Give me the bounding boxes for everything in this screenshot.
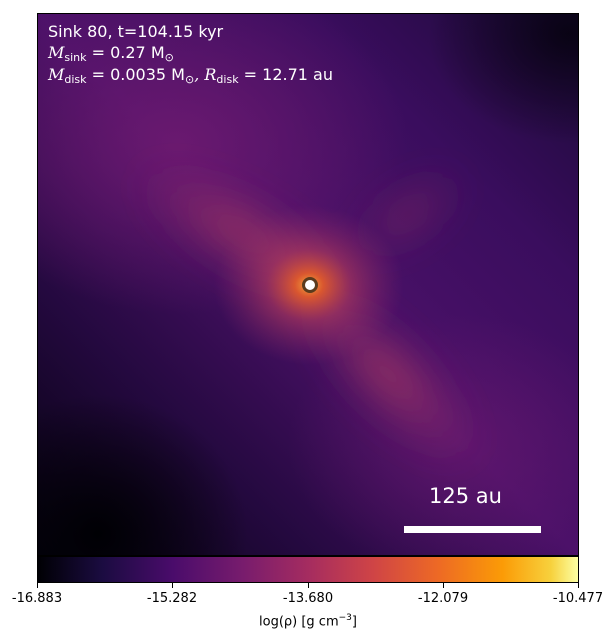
sink-marker bbox=[302, 277, 318, 293]
sink-title: Sink 80, t=104.15 kyr bbox=[48, 22, 224, 41]
colorbar-tick bbox=[308, 583, 309, 588]
colorbar-tick bbox=[443, 583, 444, 588]
scale-bar bbox=[404, 526, 541, 533]
colorbar bbox=[37, 556, 579, 583]
colorbar-tick-label: -12.079 bbox=[417, 591, 469, 606]
colorbar-tick-label: -16.883 bbox=[11, 591, 63, 606]
disk-info-text: Mdisk = 0.0035 M⊙, Rdisk = 12.71 au bbox=[48, 65, 333, 86]
colorbar-tick bbox=[37, 583, 38, 588]
colorbar-label: log(ρ) [g cm−3] bbox=[259, 613, 357, 630]
colorbar-tick-label: -10.477 bbox=[552, 591, 604, 606]
density-map-panel: Sink 80, t=104.15 kyr Msink = 0.27 M⊙ Md… bbox=[37, 13, 579, 556]
colorbar-tick bbox=[578, 583, 579, 588]
colorbar-tick-label: -13.680 bbox=[282, 591, 334, 606]
sink-mass-text: Msink = 0.27 M⊙ bbox=[48, 43, 174, 64]
scale-bar-label: 125 au bbox=[429, 484, 502, 508]
colorbar-tick bbox=[172, 583, 173, 588]
colorbar-tick-label: -15.282 bbox=[146, 591, 198, 606]
